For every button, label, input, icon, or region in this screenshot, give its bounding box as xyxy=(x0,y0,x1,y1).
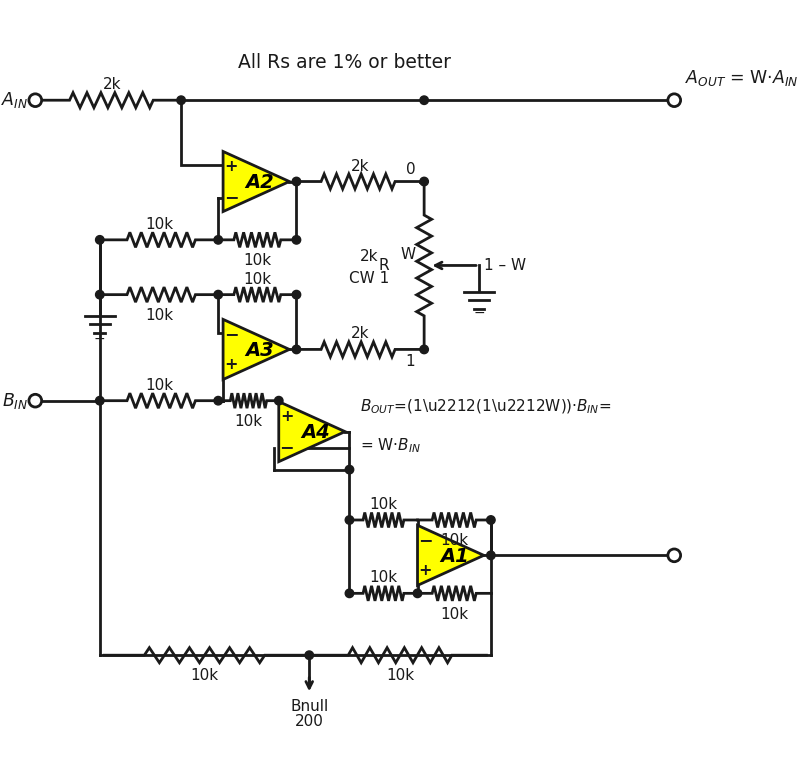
Circle shape xyxy=(668,94,681,107)
Polygon shape xyxy=(278,402,345,461)
Circle shape xyxy=(29,94,42,107)
Circle shape xyxy=(29,394,42,407)
Circle shape xyxy=(414,589,422,598)
Circle shape xyxy=(346,515,354,524)
Text: +: + xyxy=(418,563,432,578)
Circle shape xyxy=(292,177,301,186)
Text: $A_{IN}$: $A_{IN}$ xyxy=(1,91,28,110)
Text: −: − xyxy=(418,531,433,550)
Circle shape xyxy=(420,96,428,104)
Text: 10k: 10k xyxy=(234,414,262,429)
Text: All Rs are 1% or better: All Rs are 1% or better xyxy=(238,53,451,72)
Text: A4: A4 xyxy=(301,423,330,442)
Text: 10k: 10k xyxy=(386,669,414,683)
Circle shape xyxy=(95,290,104,299)
Text: −: − xyxy=(224,325,238,344)
Text: −: − xyxy=(94,332,106,346)
Circle shape xyxy=(95,235,104,244)
Text: 2k: 2k xyxy=(360,249,378,264)
Circle shape xyxy=(95,396,104,405)
Circle shape xyxy=(214,290,222,299)
Text: = W·$B_{IN}$: = W·$B_{IN}$ xyxy=(360,436,421,455)
Circle shape xyxy=(177,96,186,104)
Text: 2k: 2k xyxy=(351,159,370,173)
Circle shape xyxy=(420,177,428,186)
Text: 10k: 10k xyxy=(370,570,398,585)
Circle shape xyxy=(420,345,428,354)
Circle shape xyxy=(292,235,301,244)
Circle shape xyxy=(214,235,222,244)
Text: −: − xyxy=(279,437,294,456)
Polygon shape xyxy=(418,526,484,585)
Circle shape xyxy=(346,589,354,598)
Text: +: + xyxy=(224,159,238,174)
Circle shape xyxy=(292,345,301,354)
Circle shape xyxy=(214,396,222,405)
Text: 1: 1 xyxy=(406,354,415,369)
Text: 10k: 10k xyxy=(243,272,271,286)
Text: 10k: 10k xyxy=(190,669,218,683)
Text: A1: A1 xyxy=(440,546,469,566)
Circle shape xyxy=(346,465,354,474)
Circle shape xyxy=(486,515,495,524)
Text: +: + xyxy=(224,357,238,372)
Text: R: R xyxy=(378,258,389,273)
Text: Bnull: Bnull xyxy=(290,698,328,714)
Polygon shape xyxy=(223,152,290,211)
Text: 10k: 10k xyxy=(145,217,173,232)
Circle shape xyxy=(305,651,314,659)
Circle shape xyxy=(274,396,283,405)
Text: $A_{OUT}$ = W·$A_{IN}$: $A_{OUT}$ = W·$A_{IN}$ xyxy=(685,68,798,88)
Text: −: − xyxy=(473,307,485,320)
Text: W: W xyxy=(400,247,415,262)
Text: 1 – W: 1 – W xyxy=(484,258,526,273)
Text: 0: 0 xyxy=(406,162,415,177)
Text: 10k: 10k xyxy=(145,378,173,392)
Text: 2k: 2k xyxy=(103,77,122,92)
Text: 10k: 10k xyxy=(243,253,271,268)
Text: $B_{IN}$: $B_{IN}$ xyxy=(2,391,28,411)
Text: −: − xyxy=(224,187,238,206)
Text: A2: A2 xyxy=(246,173,274,192)
Text: CW 1: CW 1 xyxy=(349,271,389,286)
Circle shape xyxy=(486,551,495,560)
Text: $B_{OUT}$=(1\u2212(1\u2212W))·$B_{IN}$=: $B_{OUT}$=(1\u2212(1\u2212W))·$B_{IN}$= xyxy=(360,397,611,416)
Text: 10k: 10k xyxy=(440,607,468,622)
Text: 2k: 2k xyxy=(351,327,370,341)
Circle shape xyxy=(292,290,301,299)
Text: 10k: 10k xyxy=(370,497,398,512)
Text: +: + xyxy=(280,409,294,424)
Text: 200: 200 xyxy=(295,714,324,728)
Text: A3: A3 xyxy=(246,341,274,360)
Text: 10k: 10k xyxy=(145,308,173,323)
Circle shape xyxy=(668,549,681,562)
Text: 10k: 10k xyxy=(440,533,468,548)
Polygon shape xyxy=(223,320,290,379)
